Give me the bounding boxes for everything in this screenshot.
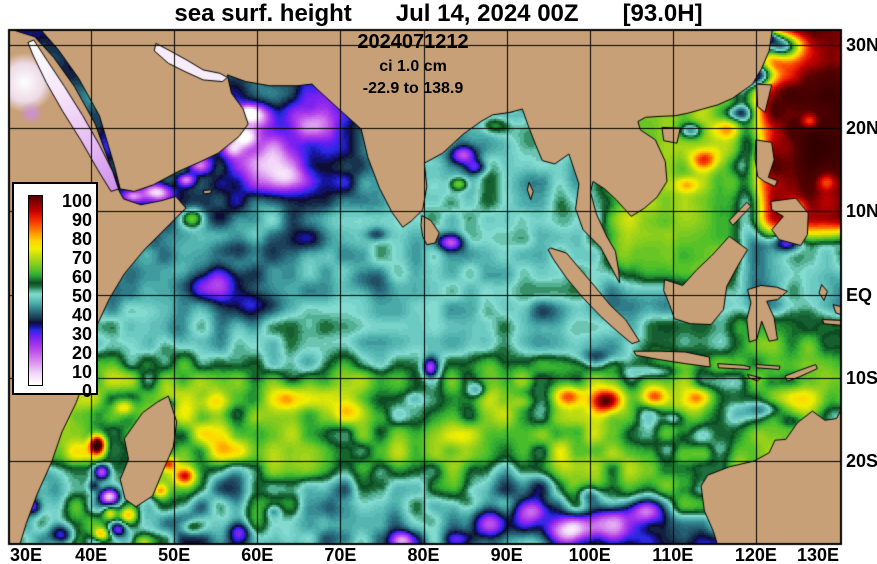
lon-label-130e: 130E [796,545,840,564]
legend-value-10: 10 [71,362,92,382]
legend-value-80: 80 [71,229,92,249]
legend-value-30: 30 [71,324,92,344]
lon-label-70e: 70E [324,545,357,564]
lat-label-20n: 20N [846,118,877,139]
legend-value-70: 70 [71,248,92,268]
lon-label-90e: 90E [490,545,523,564]
legend-value-50: 50 [71,286,92,306]
lat-label-10s: 10S [846,367,877,388]
legend-box: 100 90 80 70 60 50 40 30 20 10 0 [12,182,98,401]
lon-label-100e: 100E [568,545,611,564]
lon-label-30e: 30E [9,545,43,564]
lon-label-50e: 50E [158,545,191,564]
legend-value-100: 100 [61,191,92,211]
legend-value-90: 90 [71,210,92,230]
title-product-name: sea surf. height [174,0,352,27]
legend-value-60: 60 [71,267,92,287]
field-range-label: -22.9 to 138.9 [362,80,464,97]
lon-label-120e: 120E [734,545,777,564]
legend-value-40: 40 [71,305,92,325]
run-id-label: 2024071212 [357,31,469,53]
lat-label-30n: 30N [846,35,877,55]
contour-interval-label: ci 1.0 cm [379,58,447,75]
lat-label-eq: EQ [846,284,873,305]
lon-label-80e: 80E [407,545,440,564]
lon-label-110e: 110E [652,545,694,564]
legend-value-0: 0 [81,381,92,401]
title-bar: sea surf. height Jul 14, 2024 00Z [93.0H] [0,0,877,28]
lat-label-20s: 20S [846,451,877,471]
lat-label-10n: 10N [846,201,877,222]
lon-label-40e: 40E [75,545,108,564]
title-forecast-hour: [93.0H] [622,0,703,27]
lon-label-60e: 60E [241,545,274,564]
legend-colorbar [28,195,43,386]
legend-value-20: 20 [71,343,92,363]
title-datetime: Jul 14, 2024 00Z [395,0,579,27]
